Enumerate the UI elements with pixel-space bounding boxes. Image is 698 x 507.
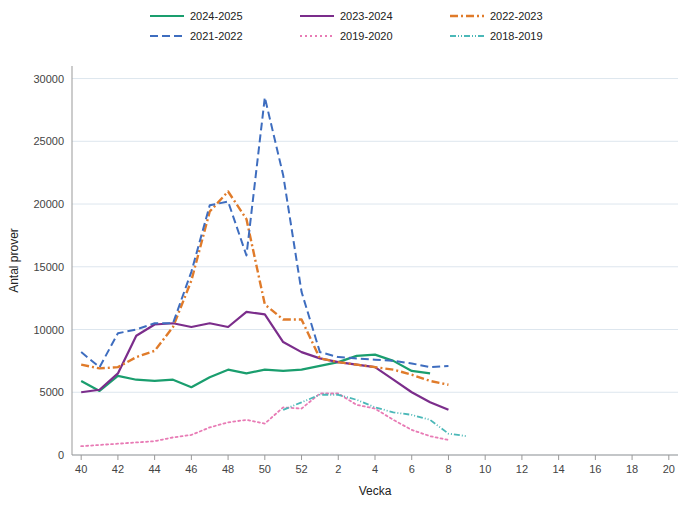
- x-tick-label: 42: [112, 463, 124, 475]
- legend-label: 2018-2019: [490, 30, 543, 42]
- x-tick-label: 14: [553, 463, 565, 475]
- series-line: [81, 97, 448, 367]
- x-tick-label: 2: [335, 463, 341, 475]
- x-tick: [191, 455, 192, 460]
- grid: [72, 79, 678, 455]
- y-tick-label: 30000: [33, 73, 64, 85]
- x-axis-title: Vecka: [359, 484, 392, 498]
- x-tick: [117, 455, 118, 460]
- series-line: [81, 394, 448, 447]
- legend-swatch: [150, 15, 184, 17]
- legend-swatch: [450, 35, 484, 37]
- x-tick: [595, 455, 596, 460]
- y-tick-label: 15000: [33, 261, 64, 273]
- x-tick: [521, 455, 522, 460]
- grid-line: [72, 141, 678, 142]
- x-tick: [558, 455, 559, 460]
- lines: [81, 97, 467, 446]
- series-line: [81, 312, 448, 410]
- x-tick-label: 10: [479, 463, 491, 475]
- x-tick-label: 16: [589, 463, 601, 475]
- x-tick-label: 6: [409, 463, 415, 475]
- y-tick-label: 10000: [33, 324, 64, 336]
- legend-label: 2023-2024: [340, 10, 393, 22]
- x-tick-label: 18: [626, 463, 638, 475]
- x-tick-label: 20: [663, 463, 675, 475]
- page: {"chart_data": { "type": "line", "xlabel…: [0, 0, 698, 507]
- x-tick-label: 12: [516, 463, 528, 475]
- x-tick: [338, 455, 339, 460]
- legend-label: 2021-2022: [190, 30, 243, 42]
- grid-line: [72, 329, 678, 330]
- x-tick-label: 8: [445, 463, 451, 475]
- x-tick: [301, 455, 302, 460]
- legend-label: 2024-2025: [190, 10, 243, 22]
- x-tick: [632, 455, 633, 460]
- grid-line: [72, 78, 678, 79]
- x-tick: [81, 455, 82, 460]
- y-axis-line: [72, 66, 73, 455]
- x-tick-label: 4: [372, 463, 378, 475]
- grid-line: [72, 204, 678, 205]
- x-tick: [485, 455, 486, 460]
- x-tick-label: 40: [75, 463, 87, 475]
- legend-label: 2019-2020: [340, 30, 393, 42]
- series-line: [283, 395, 467, 436]
- x-tick: [668, 455, 669, 460]
- legend-swatch: [150, 35, 184, 37]
- x-ticks: 404244464850522468101214161820: [75, 455, 675, 475]
- legend-swatch: [450, 15, 484, 17]
- x-tick: [375, 455, 376, 460]
- x-tick-label: 52: [295, 463, 307, 475]
- y-tick-label: 5000: [40, 386, 64, 398]
- x-tick-label: 44: [149, 463, 161, 475]
- x-tick-label: 50: [259, 463, 271, 475]
- legend-label: 2022-2023: [490, 10, 543, 22]
- x-tick-label: 46: [185, 463, 197, 475]
- y-tick-label: 20000: [33, 198, 64, 210]
- x-tick: [448, 455, 449, 460]
- y-tick-label: 25000: [33, 135, 64, 147]
- x-tick: [264, 455, 265, 460]
- y-ticks: 0 5000 10000 15000 20000 25000 30000: [33, 73, 64, 461]
- x-tick: [411, 455, 412, 460]
- legend-swatch: [300, 35, 334, 37]
- y-tick-label: 0: [58, 449, 64, 461]
- x-tick: [154, 455, 155, 460]
- grid-line: [72, 392, 678, 393]
- legend: 2024-2025 2023-2024 2022-2023 2021-2022 2019…: [150, 10, 543, 42]
- y-axis-title: Antal prover: [7, 228, 21, 293]
- chart: 0500010000150002000025000300004042444648…: [0, 0, 698, 507]
- series-line: [81, 191, 448, 384]
- x-tick-label: 48: [222, 463, 234, 475]
- x-tick: [228, 455, 229, 460]
- grid-line: [72, 266, 678, 267]
- legend-swatch: [300, 15, 334, 17]
